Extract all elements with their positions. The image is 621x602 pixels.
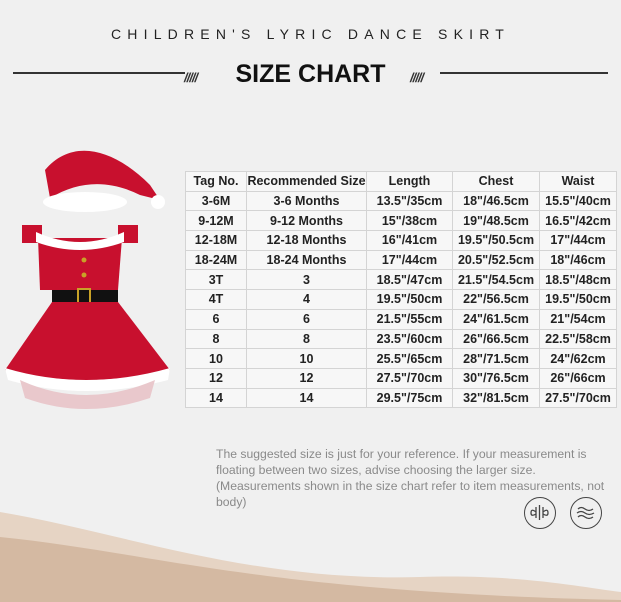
table-cell: 12-18M: [185, 230, 247, 251]
santa-dress-image: [5, 150, 170, 409]
table-row: 3T 3 18.5"/47cm 21.5"/54.5cm 18.5"/48cm: [185, 269, 617, 291]
table-cell: 22.5"/58cm: [539, 328, 617, 350]
table-cell: 21.5"/54.5cm: [452, 269, 540, 291]
table-row: 8 8 23.5"/60cm 26"/66.5cm 22.5"/58cm: [185, 328, 617, 350]
page-title: SIZE CHART: [235, 60, 386, 88]
table-cell: 26"/66.5cm: [452, 328, 540, 350]
table-cell: 26"/66cm: [539, 367, 617, 389]
table-cell: 19.5"/50cm: [366, 289, 453, 310]
table-cell: 32"/81.5cm: [452, 387, 540, 409]
table-row: 18-24M 18-24 Months 17"/44cm 20.5"/52.5cm 18…: [185, 249, 617, 271]
table-cell: 18-24 Months: [246, 249, 367, 271]
table-cell: 14: [185, 387, 247, 409]
table-cell: 17"/44cm: [366, 249, 453, 271]
table-cell: 10: [246, 348, 367, 369]
table-cell: 17"/44cm: [539, 230, 617, 251]
table-row: 4T 4 19.5"/50cm 22"/56.5cm 19.5"/50cm: [185, 289, 617, 310]
table-cell: 25.5"/65cm: [366, 348, 453, 369]
table-cell: 19.5"/50.5cm: [452, 230, 540, 251]
table-cell: 3-6M: [185, 190, 247, 212]
table-cell: 9-12M: [185, 210, 247, 232]
column-header: Tag No.: [185, 171, 247, 192]
table-cell: 16.5"/42cm: [539, 210, 617, 232]
table-cell: 4: [246, 289, 367, 310]
table-cell: 23.5"/60cm: [366, 328, 453, 350]
table-cell: 3T: [185, 269, 247, 291]
table-cell: 20.5"/52.5cm: [452, 249, 540, 271]
table-cell: 6: [246, 308, 367, 330]
hatch-left: /////: [184, 70, 198, 85]
table-cell: 21.5"/55cm: [366, 308, 453, 330]
table-row: 10 10 25.5"/65cm 28"/71.5cm 24"/62cm: [185, 348, 617, 369]
table-cell: 30"/76.5cm: [452, 367, 540, 389]
table-cell: 18"/46.5cm: [452, 190, 540, 212]
column-header: Chest: [452, 171, 540, 192]
table-cell: 6: [185, 308, 247, 330]
table-cell: 12: [185, 367, 247, 389]
table-cell: 27.5"/70cm: [366, 367, 453, 389]
table-cell: 18-24M: [185, 249, 247, 271]
table-cell: 4T: [185, 289, 247, 310]
table-cell: 18.5"/47cm: [366, 269, 453, 291]
table-row: 3-6M 3-6 Months 13.5"/35cm 18"/46.5cm 15.5"/…: [185, 190, 617, 212]
column-header: Waist: [539, 171, 617, 192]
size-chart-table: Tag No. Recommended Size Length Chest Wa…: [185, 171, 617, 409]
table-cell: 16"/41cm: [366, 230, 453, 251]
table-cell: 18"/46cm: [539, 249, 617, 271]
column-header: Recommended Size: [246, 171, 367, 192]
table-row: 12-18M 12-18 Months 16"/41cm 19.5"/50.5cm 17…: [185, 230, 617, 251]
table-cell: 28"/71.5cm: [452, 348, 540, 369]
table-row: 9-12M 9-12 Months 15"/38cm 19"/48.5cm 16.5"/…: [185, 210, 617, 232]
column-header: Length: [366, 171, 453, 192]
table-cell: 14: [246, 387, 367, 409]
table-cell: 8: [185, 328, 247, 350]
decorative-wave: [0, 512, 621, 602]
table-cell: 29.5"/75cm: [366, 387, 453, 409]
table-cell: 9-12 Months: [246, 210, 367, 232]
table-cell: 15"/38cm: [366, 210, 453, 232]
table-cell: 15.5"/40cm: [539, 190, 617, 212]
table-cell: 19"/48.5cm: [452, 210, 540, 232]
table-cell: 21"/54cm: [539, 308, 617, 330]
table-row: 12 12 27.5"/70cm 30"/76.5cm 26"/66cm: [185, 367, 617, 389]
table-cell: 12: [246, 367, 367, 389]
table-cell: 22"/56.5cm: [452, 289, 540, 310]
stretch-fabric-icon: [524, 497, 556, 529]
table-cell: 27.5"/70cm: [539, 387, 617, 409]
table-cell: 18.5"/48cm: [539, 269, 617, 291]
table-header-row: Tag No. Recommended Size Length Chest Wa…: [185, 171, 617, 192]
table-cell: 10: [185, 348, 247, 369]
table-cell: 19.5"/50cm: [539, 289, 617, 310]
table-cell: 8: [246, 328, 367, 350]
table-cell: 12-18 Months: [246, 230, 367, 251]
table-cell: 24"/61.5cm: [452, 308, 540, 330]
product-subtitle: CHILDREN'S LYRIC DANCE SKIRT: [110, 26, 511, 42]
table-cell: 13.5"/35cm: [366, 190, 453, 212]
table-cell: 3-6 Months: [246, 190, 367, 212]
divider-left: [13, 72, 185, 74]
soft-fabric-icon: [570, 497, 602, 529]
divider-right: [440, 72, 608, 74]
table-row: 6 6 21.5"/55cm 24"/61.5cm 21"/54cm: [185, 308, 617, 330]
table-cell: 3: [246, 269, 367, 291]
table-cell: 24"/62cm: [539, 348, 617, 369]
table-row: 14 14 29.5"/75cm 32"/81.5cm 27.5"/70cm: [185, 387, 617, 409]
size-note: The suggested size is just for your refe…: [216, 447, 605, 509]
hatch-right: /////: [410, 70, 424, 85]
